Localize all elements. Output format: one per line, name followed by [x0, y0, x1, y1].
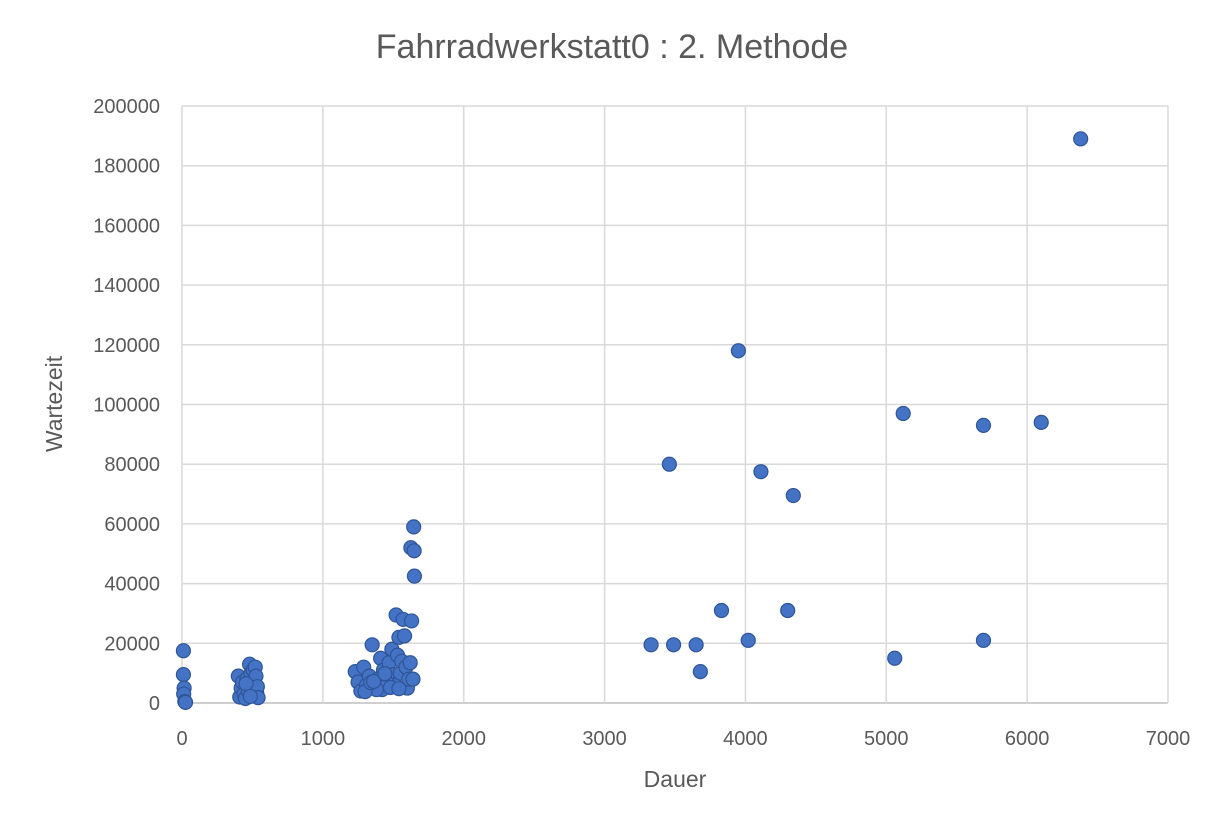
y-tick-label: 140000	[93, 275, 160, 297]
data-point	[780, 602, 796, 619]
data-point	[1073, 131, 1089, 147]
data-points	[175, 131, 1089, 711]
y-tick-label: 120000	[93, 335, 160, 357]
x-tick-label: 4000	[723, 728, 768, 750]
y-tick-label: 180000	[93, 156, 160, 178]
data-point	[975, 417, 992, 433]
data-point	[391, 681, 407, 697]
data-point	[175, 643, 192, 659]
data-point	[661, 456, 677, 472]
data-point	[713, 602, 730, 619]
data-point	[740, 632, 756, 648]
data-point	[785, 487, 801, 504]
data-point	[975, 632, 992, 648]
data-point	[730, 343, 746, 359]
data-point	[887, 650, 903, 666]
data-point	[406, 519, 422, 535]
data-point	[895, 405, 911, 422]
data-point	[753, 464, 769, 480]
data-point	[377, 666, 393, 682]
y-tick-label: 160000	[93, 215, 160, 237]
data-point	[238, 675, 254, 692]
x-tick-label: 2000	[441, 728, 486, 750]
data-point	[406, 543, 422, 559]
y-axis-title: Wartezeit	[41, 355, 67, 452]
data-point	[396, 628, 413, 644]
x-tick-label: 0	[176, 728, 187, 750]
y-tick-label: 40000	[104, 574, 160, 596]
data-point	[1033, 414, 1049, 431]
x-tick-label: 1000	[301, 728, 346, 750]
data-point	[242, 688, 258, 705]
data-point	[402, 655, 418, 671]
y-tick-label: 60000	[104, 514, 160, 536]
y-tick-label: 20000	[104, 633, 160, 655]
y-tick-label: 200000	[93, 96, 160, 118]
x-tick-label: 6000	[1005, 728, 1050, 750]
data-point	[665, 637, 682, 653]
data-point	[692, 664, 708, 680]
tick-layer: 0200004000060000800001000001200001400001…	[93, 96, 1190, 750]
data-point	[403, 613, 420, 629]
data-point	[364, 637, 380, 653]
data-point	[365, 673, 382, 690]
data-point	[175, 667, 192, 683]
data-point	[406, 568, 423, 584]
data-point	[643, 637, 659, 653]
y-tick-label: 100000	[93, 395, 160, 417]
y-tick-label: 0	[149, 693, 160, 715]
data-point	[177, 694, 194, 711]
x-tick-label: 5000	[864, 728, 909, 750]
data-point	[405, 671, 421, 687]
grid-layer	[181, 105, 1169, 704]
data-point	[688, 637, 704, 653]
x-tick-label: 3000	[582, 728, 627, 750]
y-tick-label: 80000	[104, 454, 160, 476]
chart-title: Fahrradwerkstatt0 : 2. Methode	[376, 28, 848, 66]
x-axis-title: Dauer	[644, 766, 707, 792]
x-tick-label: 7000	[1146, 728, 1191, 750]
